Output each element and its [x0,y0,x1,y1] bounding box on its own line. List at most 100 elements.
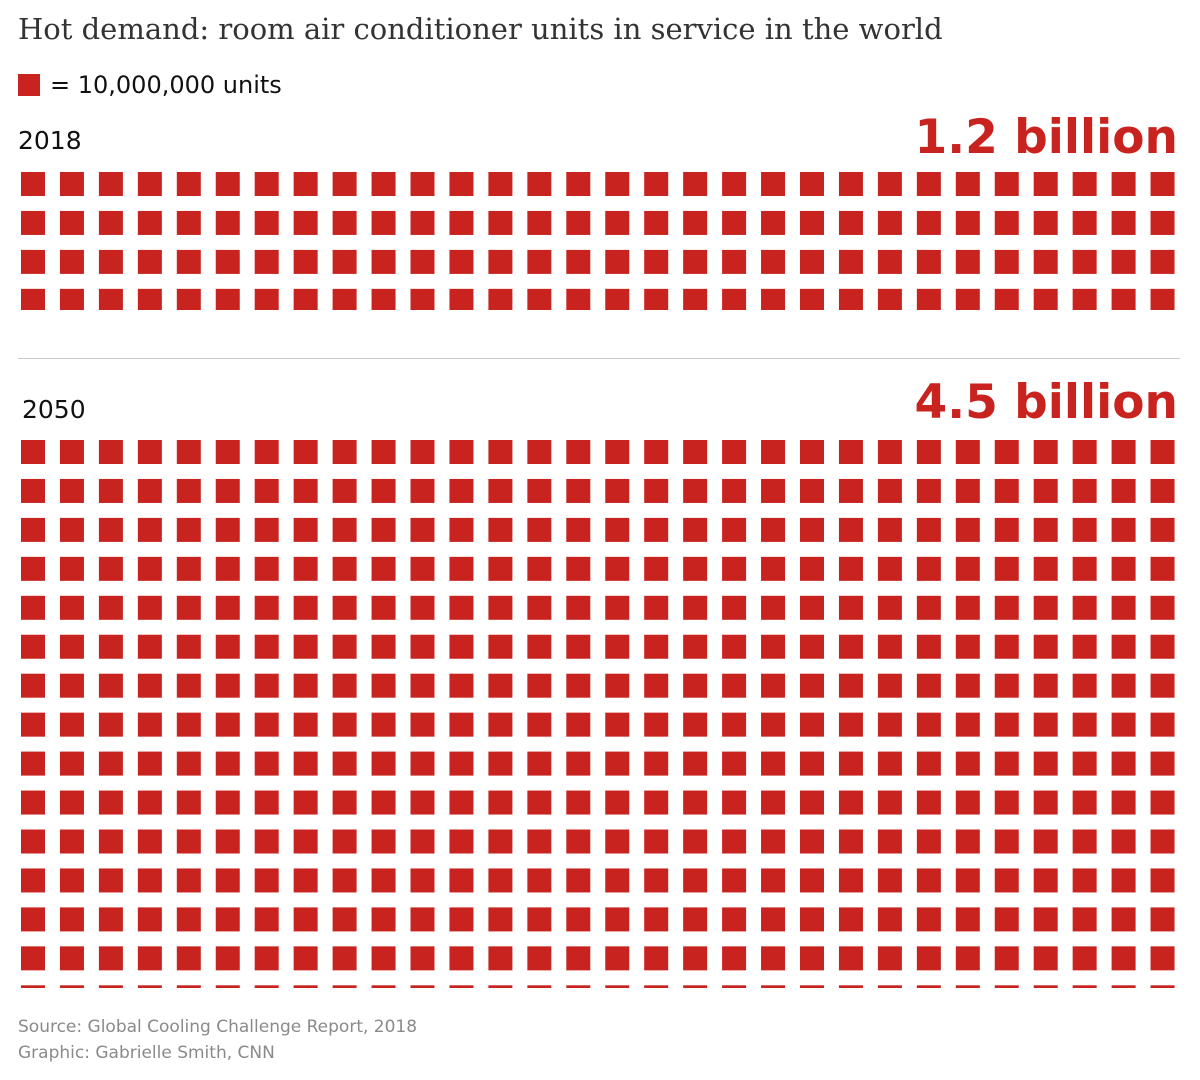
waffle-square-2050-71 [410,517,435,542]
waffle-square-2050-370 [371,907,396,932]
waffle-square-2050-137 [644,595,669,620]
waffle-square-2050-233 [877,712,902,737]
waffle-square-2050-200 [761,673,786,698]
waffle-square-2050-84 [916,517,941,542]
waffle-square-2050-393 [98,946,123,971]
waffle-square-2050-399 [332,946,357,971]
waffle-square-2018-62 [59,249,84,274]
waffle-square-2050-369 [332,907,357,932]
waffle-square-2050-132 [449,595,474,620]
waffle-square-2050-39 [332,478,357,503]
waffle-square-2050-63 [98,517,123,542]
waffle-square-2050-430 [371,985,396,988]
waffle-square-2018-61 [21,249,45,274]
waffle-square-2050-329 [1111,829,1136,854]
waffle-square-2018-48 [683,210,708,235]
waffle-square-2018-96 [215,288,240,310]
waffle-square-2018-73 [488,249,513,274]
waffle-square-2050-419 [1111,946,1136,971]
waffle-square-2050-110 [761,556,786,581]
waffle-square-2050-335 [176,868,201,893]
waffle-square-2050-220 [371,712,396,737]
waffle-square-2050-280 [371,790,396,815]
year-label-2050: 2050 [22,395,86,424]
waffle-square-2050-21 [800,440,824,464]
waffle-square-2050-185 [176,673,201,698]
waffle-square-2050-79 [722,517,747,542]
waffle-square-2050-387 [1033,907,1058,932]
waffle-square-2050-308 [293,829,318,854]
waffle-square-2018-93 [98,288,123,310]
waffle-square-2050-100 [371,556,396,581]
waffle-square-2050-235 [955,712,980,737]
waffle-square-2050-145 [955,595,980,620]
waffle-square-2050-219 [332,712,357,737]
waffle-square-2018-7 [254,172,279,196]
waffle-square-2018-114 [916,288,941,310]
waffle-square-2050-155 [176,634,201,659]
waffle-square-2050-322 [838,829,863,854]
waffle-square-2018-21 [800,172,824,196]
waffle-square-2050-174 [916,634,941,659]
waffle-square-2050-281 [410,790,435,815]
waffle-square-2018-74 [527,249,552,274]
waffle-square-2018-42 [449,210,474,235]
waffle-square-2050-337 [254,868,279,893]
waffle-square-2018-116 [994,288,1019,310]
waffle-square-2050-189 [332,673,357,698]
waffle-square-2018-111 [800,288,824,310]
waffle-square-2050-76 [605,517,630,542]
waffle-square-2050-40 [371,478,396,503]
waffle-square-2050-225 [566,712,591,737]
waffle-square-2018-86 [994,249,1019,274]
waffle-square-2018-20 [761,172,786,196]
waffle-square-2050-271 [21,790,45,815]
waffle-square-2050-13 [488,440,513,464]
waffle-square-2050-134 [527,595,552,620]
waffle-square-2050-231 [800,712,824,737]
waffle-square-2050-146 [994,595,1019,620]
waffle-square-2018-82 [838,249,863,274]
waffle-square-2050-160 [371,634,396,659]
waffle-square-2050-127 [254,595,279,620]
waffle-square-2018-68 [293,249,318,274]
legend: = 10,000,000 units [18,70,282,100]
waffle-square-2050-105 [566,556,591,581]
waffle-square-2050-50 [761,478,786,503]
waffle-square-2050-297 [1033,790,1058,815]
waffle-square-2050-317 [644,829,669,854]
waffle-square-2050-254 [527,751,552,776]
waffle-square-2050-311 [410,829,435,854]
waffle-square-2050-392 [59,946,84,971]
waffle-square-2050-300 [1150,790,1175,815]
waffle-square-2050-400 [371,946,396,971]
waffle-square-2050-28 [1072,440,1097,464]
waffle-square-2050-212 [59,712,84,737]
waffle-square-2050-340 [371,868,396,893]
waffle-square-2050-20 [761,440,786,464]
waffle-square-2050-159 [332,634,357,659]
waffle-square-2050-42 [449,478,474,503]
waffle-square-2050-109 [722,556,747,581]
waffle-square-2050-73 [488,517,513,542]
waffle-square-2050-238 [1072,712,1097,737]
waffle-square-2050-57 [1033,478,1058,503]
waffle-square-2050-12 [449,440,474,464]
waffle-square-2050-83 [877,517,902,542]
waffle-square-2050-296 [994,790,1019,815]
waffle-square-2050-22 [838,440,863,464]
waffle-square-2018-57 [1033,210,1058,235]
waffle-square-2050-142 [838,595,863,620]
waffle-square-2050-388 [1072,907,1097,932]
waffle-square-2050-291 [800,790,824,815]
waffle-square-2050-121 [21,595,45,620]
waffle-square-2050-164 [527,634,552,659]
waffle-square-2050-2 [59,440,84,464]
waffle-square-2050-119 [1111,556,1136,581]
waffle-square-2050-183 [98,673,123,698]
waffle-square-2018-30 [1150,172,1175,196]
waffle-2018 [21,172,1175,310]
waffle-square-2050-124 [137,595,162,620]
waffle-square-2050-211 [21,712,45,737]
waffle-square-2018-97 [254,288,279,310]
